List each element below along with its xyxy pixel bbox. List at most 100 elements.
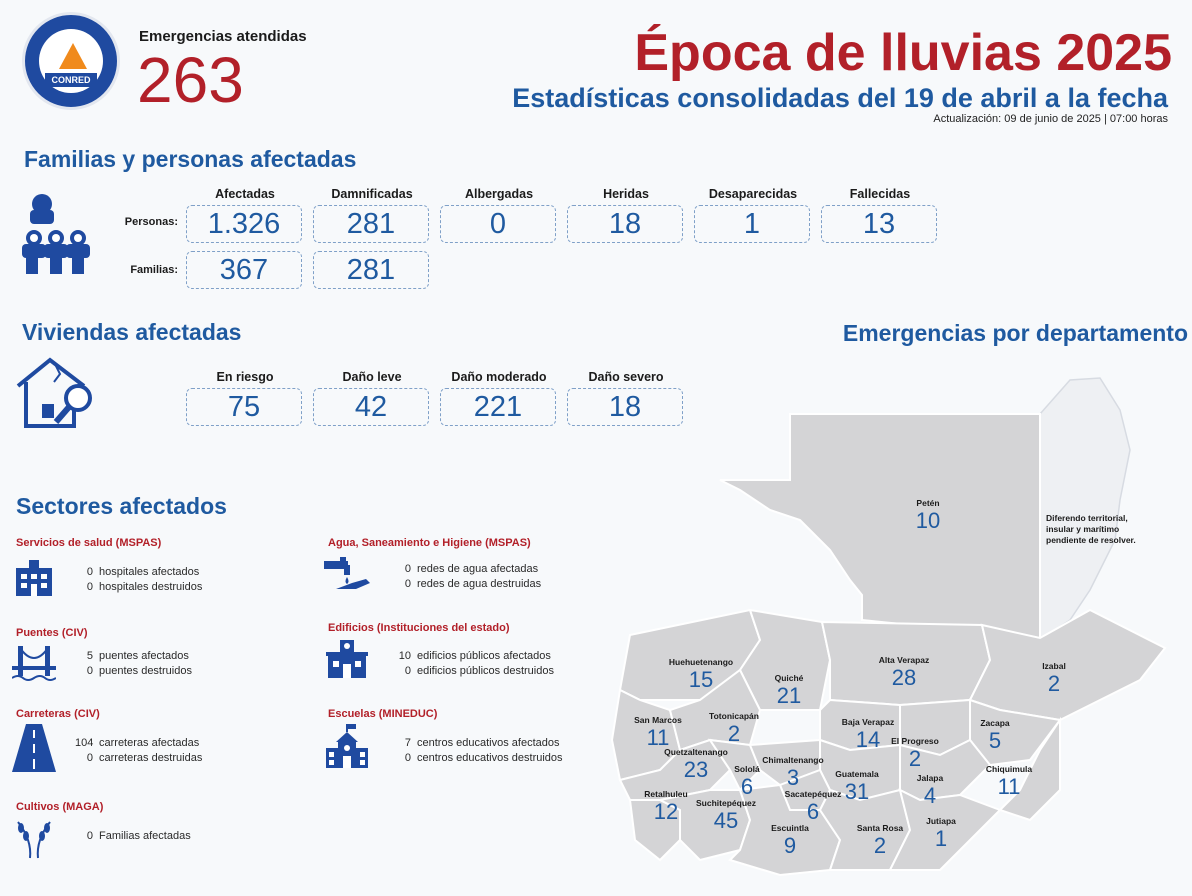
- housing-dano-severo: 18: [567, 388, 683, 426]
- bridges-destroyed: 0 puentes destruidos: [86, 665, 192, 677]
- families-section-title: Familias y personas afectadas: [24, 146, 357, 172]
- dept-name: Alta Verapaz: [878, 655, 930, 665]
- page-subtitle: Estadísticas consolidadas del 19 de abri…: [512, 83, 1168, 113]
- dept-value: 21: [776, 683, 802, 708]
- persons-row-label: Personas:: [124, 216, 178, 228]
- health-affected: 0 hospitales afectados: [86, 566, 200, 578]
- people-group-icon: [22, 194, 90, 274]
- dept-name: Jutiapa: [926, 816, 956, 826]
- emergencies-count: 263: [137, 44, 244, 116]
- health-title: Servicios de salud (MSPAS): [16, 537, 162, 549]
- housing-dano-moderado: 221: [440, 388, 556, 426]
- buildings-title: Edificios (Instituciones del estado): [328, 622, 510, 634]
- buildings-destroyed: 0 edificios públicos destruidos: [404, 665, 554, 677]
- dept-name: Huehuetenango: [668, 657, 734, 667]
- housing-en-riesgo: 75: [186, 388, 302, 426]
- public-building-icon: [326, 640, 368, 678]
- update-timestamp: Actualización: 09 de junio de 2025 | 07:…: [933, 113, 1168, 125]
- col-damnificadas: Damnificadas: [331, 187, 413, 201]
- dept-name: Santa Rosa: [856, 823, 904, 833]
- logo-wordmark: CONRED: [45, 73, 97, 87]
- persons-afectadas: 1.326: [186, 205, 302, 243]
- sectors-section-title: Sectores afectados: [16, 493, 227, 519]
- col-desaparecidas: Desaparecidas: [708, 187, 798, 201]
- dept-value: 2: [1047, 671, 1061, 696]
- dept-value: 2: [727, 721, 741, 746]
- dept-value: 4: [923, 783, 937, 808]
- dept-value: 2: [873, 833, 887, 858]
- crops-title: Cultivos (MAGA): [16, 801, 104, 813]
- families-afectadas: 367: [186, 251, 302, 289]
- families-row-label: Familias:: [130, 264, 178, 276]
- logo-emblem: CONRED: [39, 29, 103, 93]
- buildings-affected: 10 edificios públicos afectados: [398, 650, 551, 662]
- col-albergadas: Albergadas: [464, 187, 534, 201]
- dept-name: Escuintla: [771, 823, 809, 833]
- col-dano-severo: Daño severo: [588, 370, 664, 384]
- dept-name: Sololá: [734, 764, 760, 774]
- solola-region: [707, 738, 762, 792]
- schools-title: Escuelas (MINEDUC): [328, 708, 438, 720]
- dept-value: 6: [806, 799, 820, 824]
- dept-value: 5: [988, 728, 1002, 753]
- col-afectadas: Afectadas: [215, 187, 275, 201]
- persons-heridas: 18: [567, 205, 683, 243]
- roads-affected: 104 carreteras afectadas: [75, 737, 200, 749]
- water-destroyed: 0 redes de agua destruidas: [404, 578, 542, 590]
- guatemala-map: [610, 377, 1167, 877]
- roads-destroyed: 0 carreteras destruidas: [86, 752, 203, 764]
- dept-value: 6: [740, 774, 754, 799]
- dept-name: Totonicapán: [709, 711, 759, 721]
- persons-fallecidas: 13: [821, 205, 937, 243]
- bridge-icon: [12, 646, 56, 681]
- water-tap-icon: [324, 557, 370, 589]
- families-damnificadas: 281: [313, 251, 429, 289]
- dept-value: 9: [783, 833, 797, 858]
- health-destroyed: 0 hospitales destruidos: [86, 581, 203, 593]
- dept-name: Zacapa: [980, 718, 1010, 728]
- schools-affected: 7 centros educativos afectados: [404, 737, 560, 749]
- col-dano-moderado: Daño moderado: [451, 370, 547, 384]
- dept-name: Sacatepéquez: [784, 789, 842, 799]
- dept-name: Guatemala: [835, 769, 879, 779]
- dept-name: Quiché: [774, 673, 804, 683]
- col-en-riesgo: En riesgo: [216, 370, 274, 384]
- conred-logo: CONRED: [22, 12, 120, 110]
- chiquimula-region: [998, 716, 1061, 822]
- izabal-region: [968, 608, 1167, 722]
- dept-name: Chiquimula: [985, 764, 1033, 774]
- jutiapa-region: [888, 788, 1002, 871]
- dept-value: 11: [646, 725, 670, 750]
- col-fallecidas: Fallecidas: [849, 187, 911, 201]
- col-heridas: Heridas: [603, 187, 649, 201]
- dept-name: Jalapa: [916, 773, 944, 783]
- dept-name: Baja Verapaz: [841, 717, 895, 727]
- dept-name: Izabal: [1042, 661, 1066, 671]
- dept-value: 28: [891, 665, 917, 690]
- school-icon: [326, 724, 368, 768]
- persons-albergadas: 0: [440, 205, 556, 243]
- dept-value: 23: [683, 757, 709, 782]
- housing-section-title: Viviendas afectadas: [22, 319, 242, 345]
- map-title: Emergencias por departamento: [842, 320, 1188, 346]
- col-dano-leve: Daño leve: [342, 370, 402, 384]
- schools-destroyed: 0 centros educativos destruidos: [404, 752, 563, 764]
- dept-value: 45: [713, 808, 739, 833]
- belize-region: [1039, 377, 1131, 642]
- hospital-icon: [16, 560, 52, 596]
- road-icon: [12, 724, 56, 772]
- housing-dano-leve: 42: [313, 388, 429, 426]
- dept-value: 15: [688, 667, 714, 692]
- dept-value: 3: [786, 765, 800, 790]
- belize-note: Diferendo territorial, insular y marítim…: [1046, 513, 1136, 545]
- bridges-title: Puentes (CIV): [16, 627, 88, 639]
- dept-value: 11: [997, 774, 1021, 799]
- water-title: Agua, Saneamiento e Higiene (MSPAS): [328, 537, 531, 549]
- page-title: Época de lluvias 2025: [634, 24, 1172, 82]
- dept-value: 14: [855, 727, 881, 752]
- dept-value: 31: [844, 779, 870, 804]
- dept-value: 2: [908, 746, 922, 771]
- dept-name: Quetzaltenango: [664, 747, 728, 757]
- persons-desaparecidas: 1: [694, 205, 810, 243]
- peten-region: [719, 413, 1041, 640]
